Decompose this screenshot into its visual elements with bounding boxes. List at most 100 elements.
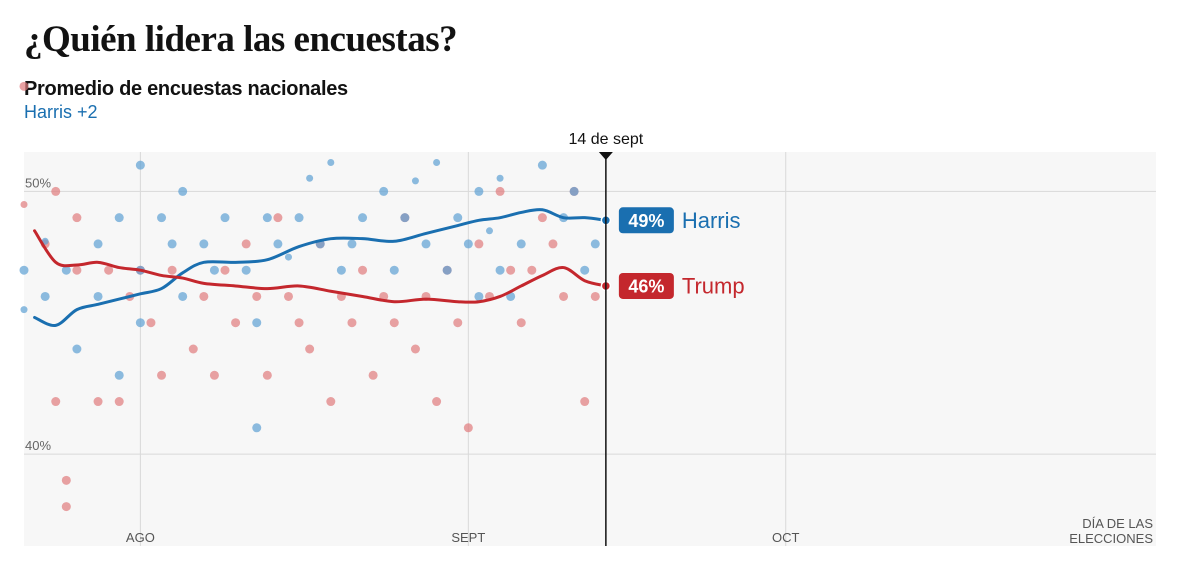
trump-poll-dot [114,397,124,407]
harris-poll-dot [114,370,124,380]
trump-poll-dot [146,318,156,328]
trump-poll-dot [61,475,71,485]
x-tick-label: OCT [772,530,800,545]
harris-poll-dot [379,186,389,196]
trump-average-line [33,229,608,304]
trump-poll-dot [104,265,114,275]
harris-poll-dot [241,265,251,275]
trump-name-label: Trump [682,273,745,298]
harris-value-label: 49% [628,211,664,231]
x-tick-label: DÍA DE LAS [1082,516,1153,531]
trump-poll-dot [19,81,29,91]
harris-poll-dot [220,213,230,223]
harris-poll-dot [167,239,177,249]
harris-poll-dot [262,213,272,223]
harris-name-label: Harris [682,208,741,233]
trump-poll-dot [580,397,590,407]
harris-poll-dot [93,239,103,249]
harris-poll-dot [19,265,29,275]
trump-poll-dot [453,318,463,328]
harris-poll-dot [580,265,590,275]
marker-triangle [598,152,613,160]
trump-poll-dot [93,397,103,407]
harris-poll-dot [327,159,335,167]
marker-label: 14 de sept [569,131,644,148]
trump-poll-dot [72,265,82,275]
trump-poll-dot [294,318,304,328]
trump-poll-dot [537,213,547,223]
trump-poll-dot [209,370,219,380]
harris-poll-dot [93,291,103,301]
harris-poll-dot [199,239,209,249]
harris-poll-dot [40,291,50,301]
x-tick-label: SEPT [451,530,485,545]
harris-poll-dot [485,227,493,235]
trump-poll-dot [548,239,558,249]
harris-poll-dot [496,174,504,182]
trump-poll-dot [347,318,357,328]
end-labels: 49% Harris 46% Trump [618,207,745,299]
trump-poll-dot [463,423,473,433]
harris-poll-dot [209,265,219,275]
harris-poll-dot [157,213,167,223]
chart-title: ¿Quién lidera las encuestas? [24,19,458,60]
trump-poll-dot [432,397,442,407]
harris-poll-dot [178,291,188,301]
trump-poll-dot [516,318,526,328]
trump-poll-dot [474,239,484,249]
harris-poll-dot [61,265,71,275]
trump-poll-dot [389,318,399,328]
trump-poll-dot [273,213,283,223]
harris-poll-dot [411,177,419,185]
trump-poll-dot [368,370,378,380]
trump-poll-dot [72,213,82,223]
trump-poll-dot [51,186,61,196]
trump-poll-dot [252,291,262,301]
trump-value-label: 46% [628,276,664,296]
harris-poll-dot [20,306,28,314]
harris-value-badge [618,207,674,234]
trump-poll-dot [20,201,28,209]
trump-poll-dot [199,291,209,301]
harris-poll-dot [537,160,547,170]
trump-poll-dot [157,370,167,380]
trump-poll-dot [358,265,368,275]
trump-value-badge [618,272,674,299]
harris-poll-dot [135,160,145,170]
harris-poll-dot [495,265,505,275]
harris-poll-dot [389,265,399,275]
x-tick-label: AGO [126,530,155,545]
harris-poll-dot [463,239,473,249]
chart-subtitle: Promedio de encuestas nacionales [24,78,348,100]
trump-poll-dot [283,291,293,301]
harris-poll-dot [273,239,283,249]
harris-poll-dot [569,186,579,196]
date-marker: 14 de sept [569,131,644,546]
harris-poll-dot [358,213,368,223]
harris-poll-dot [421,239,431,249]
harris-poll-dot [442,265,452,275]
trump-poll-dot [410,344,420,354]
trump-poll-dot [61,502,71,512]
gridlines [24,152,1156,546]
trump-poll-dot [262,370,272,380]
harris-poll-dot [590,239,600,249]
y-tick-label: 50% [25,175,51,190]
harris-poll-dot [347,239,357,249]
harris-poll-dot [474,291,484,301]
trump-poll-dot [220,265,230,275]
harris-poll-dot [72,344,82,354]
harris-poll-dot [294,213,304,223]
harris-poll-dot [284,253,292,261]
trump-poll-dot [51,397,61,407]
harris-poll-dot [306,174,314,182]
x-tick-label: ELECCIONES [1069,531,1153,546]
harris-poll-dot [114,213,124,223]
harris-poll-dot [252,423,262,433]
harris-poll-dot [336,265,346,275]
harris-poll-dot [516,239,526,249]
trump-poll-dot [527,265,537,275]
trump-poll-dot [590,291,600,301]
harris-poll-dot [433,159,441,167]
